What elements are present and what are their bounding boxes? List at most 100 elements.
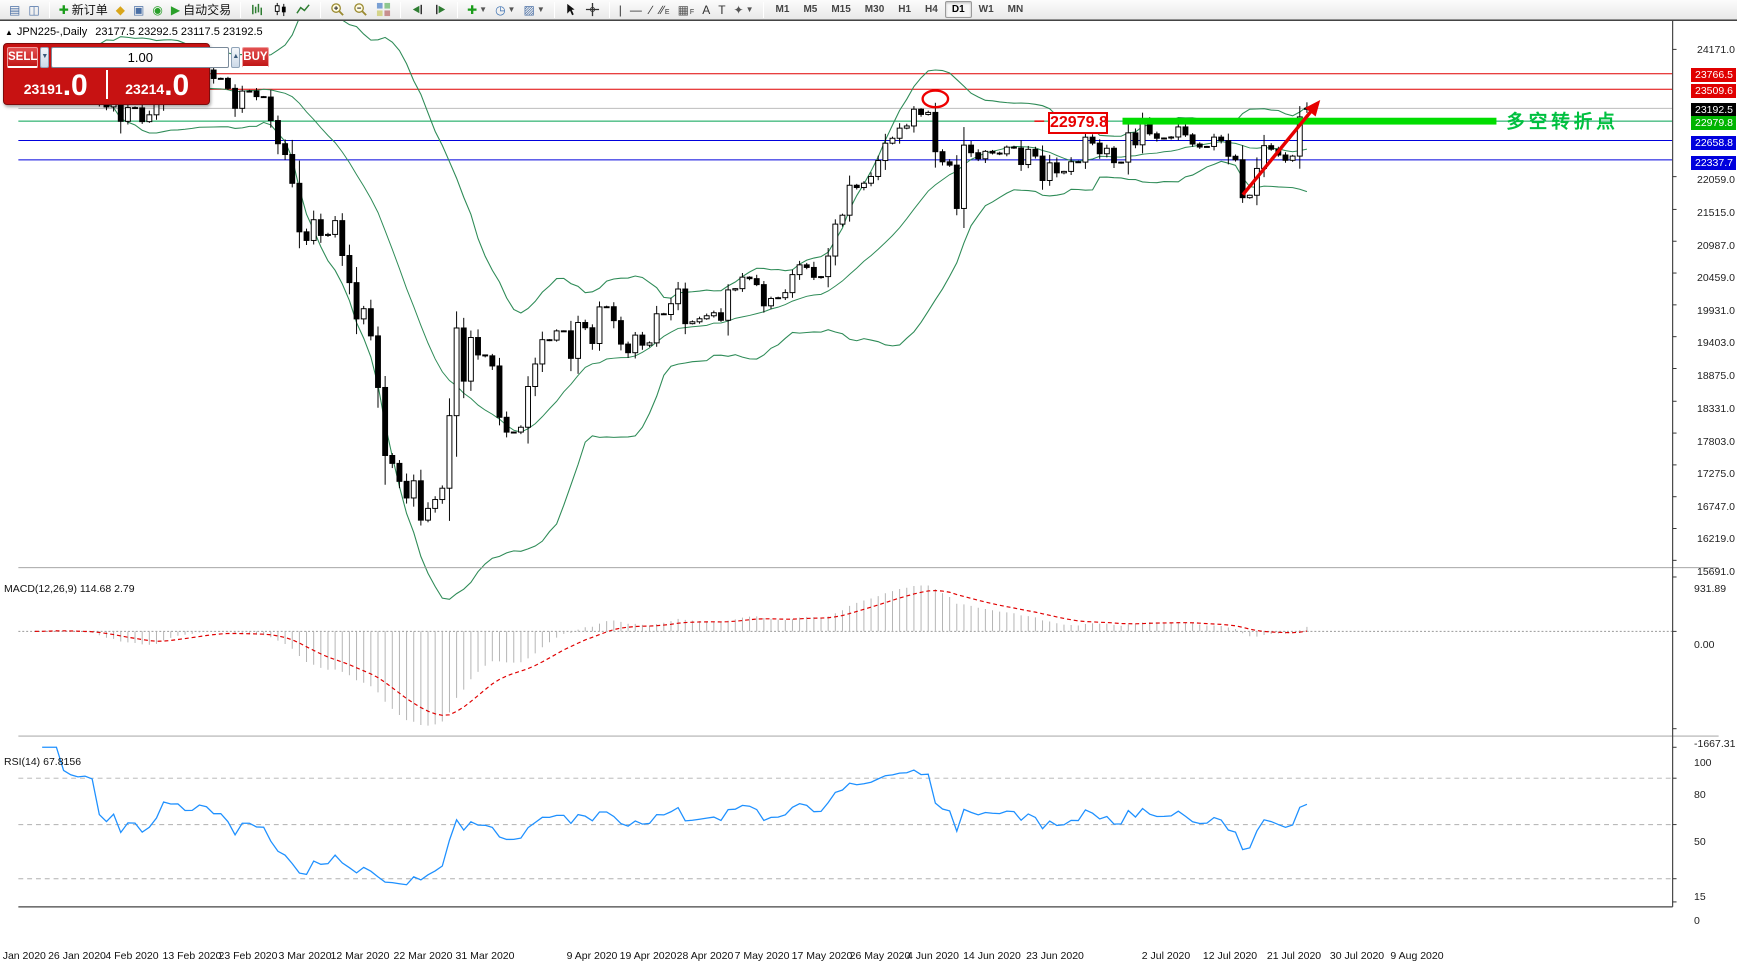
candlestick-chart-button[interactable] [269, 1, 292, 19]
candle-body [918, 108, 925, 115]
new-order-icon: ✚ [58, 2, 69, 17]
sell-price[interactable]: 23191.0 [23, 69, 88, 102]
candle-body [296, 182, 303, 233]
rsi-axis-label: 100 [1694, 756, 1712, 769]
price-tick-label: 15691.0 [1697, 565, 1735, 578]
crosshair-button[interactable] [581, 1, 604, 19]
vertical-line-button[interactable]: | [615, 1, 626, 19]
chart-area[interactable]: 多空转折点 ▲ JPN225-,Daily 23177.5 23292.5 2311… [0, 20, 1737, 962]
trendline-button[interactable]: ∕ [646, 1, 656, 19]
templates-button[interactable]: ▨ ▼ [519, 1, 548, 19]
text-label-icon: T [718, 2, 726, 17]
candle-body [553, 330, 560, 341]
equidistant-channel-button[interactable]: ∕∕ E [659, 2, 670, 17]
chart-canvas[interactable]: 多空转折点 [0, 21, 1737, 947]
date-label: 12 Jul 2020 [1202, 950, 1258, 962]
terminal-button[interactable]: ▣ [129, 1, 148, 19]
turning-point-text: 多空转折点 [1506, 111, 1618, 132]
rsi-axis-label: 0 [1694, 914, 1700, 927]
price-tick-label: 17275.0 [1697, 468, 1735, 481]
arrows-button[interactable]: ✦ ▼ [730, 1, 758, 19]
periods-button[interactable]: ◷ ▼ [491, 1, 519, 19]
chart-shift-button[interactable] [429, 1, 452, 19]
date-label: 16 Jan 2020 [0, 950, 46, 962]
toolbar-separator [48, 1, 50, 18]
timeframe-mn-button[interactable]: MN [1007, 4, 1024, 15]
cursor-button[interactable] [560, 1, 581, 19]
candle-body [224, 77, 231, 89]
zoom-out-button[interactable] [349, 1, 372, 19]
text-label-button[interactable]: T [714, 1, 729, 19]
indicators-list-button[interactable]: ✚ ▼ [463, 1, 491, 19]
data-window-button[interactable]: ◫ [24, 1, 43, 19]
volume-increase-button[interactable]: ▲ [231, 47, 241, 68]
line-chart-button[interactable] [292, 1, 315, 19]
price-flag-23509.6: 23509.6 [1691, 83, 1736, 98]
candle-body [1125, 132, 1132, 163]
auto-scroll-button[interactable] [406, 1, 429, 19]
toolbar-separator [553, 1, 555, 18]
signals-button[interactable]: ◉ [148, 1, 166, 19]
candle-body [510, 431, 517, 434]
candle-body [625, 343, 632, 354]
candle-body [660, 313, 667, 316]
candle-body [1003, 146, 1010, 155]
timeframe-h1-button[interactable]: H1 [898, 4, 912, 15]
rsi-axis-label: 50 [1694, 835, 1706, 848]
date-label: 9 Apr 2020 [566, 950, 618, 962]
candle-body [367, 308, 374, 337]
templates-icon: ▨ [523, 2, 535, 17]
one-click-collapse-arrow[interactable]: ▲ [5, 28, 13, 37]
candle-body [1118, 161, 1125, 164]
text-button[interactable]: A [698, 1, 714, 19]
date-label: 23 Jun 2020 [1026, 950, 1084, 962]
timeframe-h4-button[interactable]: H4 [925, 4, 938, 15]
trend-arrow-line [1241, 106, 1316, 196]
candle-body [282, 143, 289, 156]
candle-body [546, 339, 553, 342]
timeframe-d1-button[interactable]: D1 [944, 1, 972, 18]
zoom-in-button[interactable] [326, 1, 349, 19]
timeframe-w1-button[interactable]: W1 [978, 4, 994, 15]
buy-price[interactable]: 23214.0 [125, 69, 190, 102]
autotrading-button[interactable]: ▶ 自动交易 [170, 2, 232, 18]
tile-windows-button[interactable] [372, 1, 395, 19]
timeframe-m15-button[interactable]: M15 [831, 4, 851, 15]
timeframe-m1-button[interactable]: M1 [775, 4, 790, 15]
timeframe-m5-button[interactable]: M5 [803, 4, 818, 15]
price-tick-label: 18875.0 [1697, 369, 1735, 382]
price-tick-label: 18331.0 [1697, 403, 1735, 416]
candle-body [1218, 136, 1225, 142]
date-label: 31 Mar 2020 [455, 950, 515, 962]
candle-body [575, 322, 582, 359]
candle-body [1039, 155, 1046, 181]
bar-chart-button[interactable] [246, 1, 269, 19]
candle-body [789, 274, 796, 294]
horizontal-line-button[interactable]: — [626, 1, 646, 19]
candle-body [1103, 147, 1110, 155]
date-label: 4 Feb 2020 [105, 950, 159, 962]
market-watch-button[interactable]: ▤ [5, 1, 24, 19]
toolbar-separator [400, 1, 402, 18]
candle-body [446, 415, 453, 489]
candle-body [132, 107, 138, 110]
candle-body [539, 339, 546, 365]
volume-input[interactable] [51, 47, 230, 68]
candle-body [1196, 143, 1203, 148]
red-circle-annotation [921, 89, 950, 109]
metaeditor-button[interactable]: ◆ [112, 1, 129, 19]
candle-body [939, 151, 946, 163]
candle-body [868, 175, 874, 184]
candle-body [618, 320, 624, 345]
sell-button[interactable]: SELL [7, 47, 39, 68]
new-order-button[interactable]: ✚ 新订单 [58, 2, 108, 18]
volume-decrease-button[interactable]: ▼ [40, 47, 50, 68]
timeframe-m30-button[interactable]: M30 [864, 4, 885, 15]
candle-body [503, 416, 510, 433]
fibonacci-button[interactable]: ▦ F [677, 2, 695, 17]
chevron-down-icon: ▼ [745, 5, 754, 14]
candle-body [389, 455, 396, 464]
buy-button[interactable]: BUY [242, 47, 269, 68]
candle-body [1082, 136, 1089, 163]
candle-body [596, 306, 603, 344]
